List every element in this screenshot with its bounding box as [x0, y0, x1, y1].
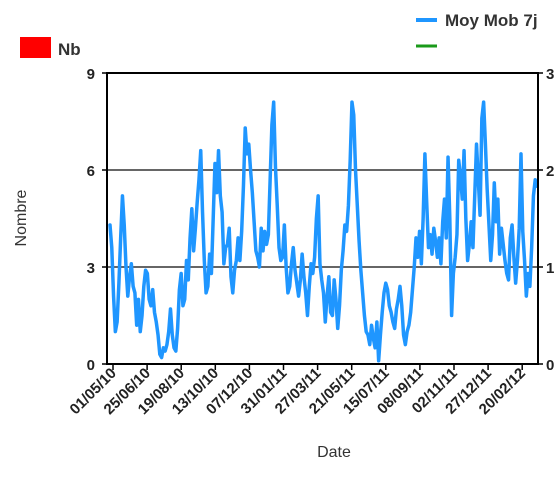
legend: Nb Moy Mob 7j: [20, 11, 538, 59]
series-line-moy-mob-7j: [108, 100, 539, 363]
legend-label-moy-mob-7j: Moy Mob 7j: [445, 11, 538, 30]
y-tick-label-1: 3: [87, 260, 95, 277]
y2-tick-label-0: 0: [546, 357, 554, 374]
right-y-axis: 0 1 2 3: [538, 66, 554, 374]
y-tick-label-2: 6: [87, 163, 95, 180]
y2-tick-label-1: 1: [546, 260, 554, 277]
x-axis: 01/05/1025/06/1019/08/1013/10/1007/12/10…: [67, 364, 529, 418]
legend-swatch-nb: [20, 37, 51, 58]
left-y-axis: 0 3 6 9: [87, 66, 107, 374]
series-line: [108, 100, 539, 363]
y-tick-label-0: 0: [87, 357, 95, 374]
y2-tick-label-3: 3: [546, 66, 554, 83]
plot-frame: [106, 72, 539, 365]
y-tick-label-3: 9: [87, 66, 95, 83]
x-axis-title: Date: [317, 444, 351, 461]
y2-tick-label-2: 2: [546, 163, 554, 180]
y-axis-title: Nombre: [13, 189, 30, 246]
legend-label-nb: Nb: [58, 40, 81, 59]
